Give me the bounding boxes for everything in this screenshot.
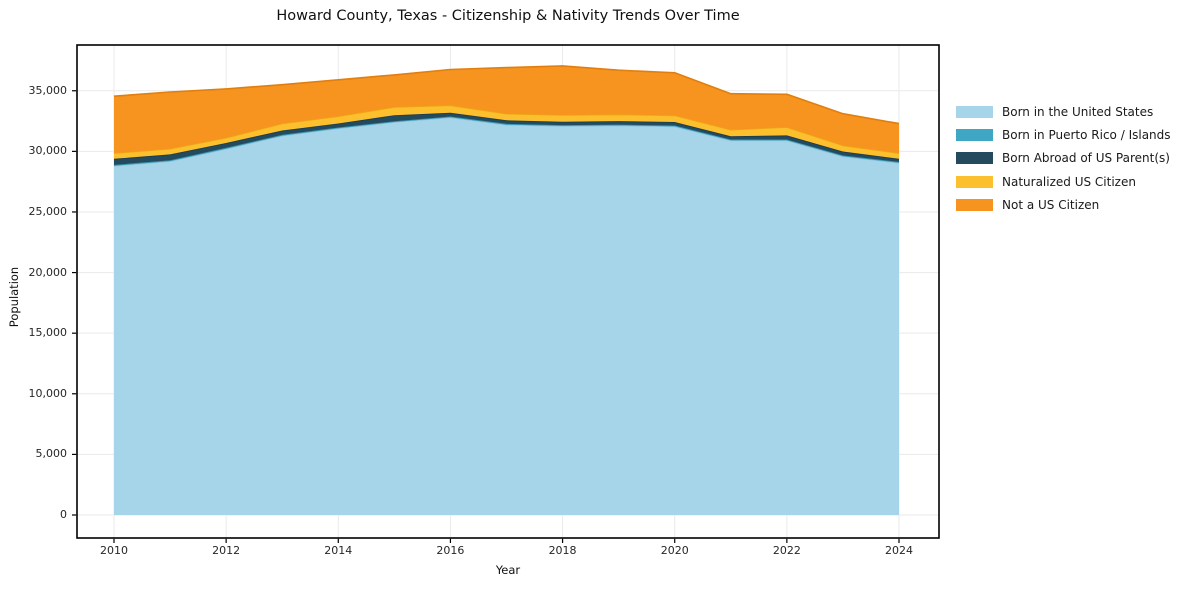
area-edge-4 [113,65,900,125]
legend-swatch-puerto-rico [956,129,993,142]
y-tick-label: 30,000 [28,144,68,158]
legend-item-puerto-rico: Born in Puerto Rico / Islands [956,123,1171,146]
legend-label: Born Abroad of US Parent(s) [1002,151,1170,166]
x-axis-label: Year [495,563,521,577]
x-tick-label: 2020 [660,544,689,557]
x-tick-label: 2024 [884,544,913,557]
x-tick-label: 2022 [772,544,801,557]
y-tick-label: 15,000 [28,326,68,340]
x-tick-label: 2014 [324,544,353,557]
legend-swatch-born-us [956,105,993,118]
chart-title: Howard County, Texas - Citizenship & Nat… [276,8,740,24]
area-series-3 [114,105,899,159]
legend-swatch-naturalized [956,175,993,188]
y-tick-label: 35,000 [28,83,68,97]
legend-label: Not a US Citizen [1002,198,1100,213]
y-tick-label: 20,000 [28,265,68,279]
legend-item-born-abroad: Born Abroad of US Parent(s) [956,147,1171,170]
legend-label: Naturalized US Citizen [1002,174,1136,189]
plot-border [76,44,940,539]
x-tick-label: 2012 [212,544,241,557]
legend: Born in the United States Born in Puerto… [956,100,1171,217]
x-tick-label: 2010 [100,544,128,557]
y-tick-label: 5,000 [35,447,68,461]
legend-swatch-born-abroad [956,152,993,165]
legend-swatch-not-citizen [956,199,993,212]
y-tick-label: 25,000 [28,204,68,218]
x-tick-label: 2018 [548,544,577,557]
legend-item-naturalized: Naturalized US Citizen [956,170,1171,193]
y-tick-label: 0 [60,508,67,521]
y-tick-label: 10,000 [28,386,68,400]
legend-item-not-citizen: Not a US Citizen [956,194,1171,217]
area-series-2 [114,112,899,165]
legend-label: Born in Puerto Rico / Islands [1002,128,1171,143]
area-series-0 [114,117,899,516]
area-series-4 [114,65,899,154]
legend-label: Born in the United States [1002,104,1154,119]
x-tick-label: 2016 [436,544,465,557]
legend-item-born-us: Born in the United States [956,100,1171,123]
